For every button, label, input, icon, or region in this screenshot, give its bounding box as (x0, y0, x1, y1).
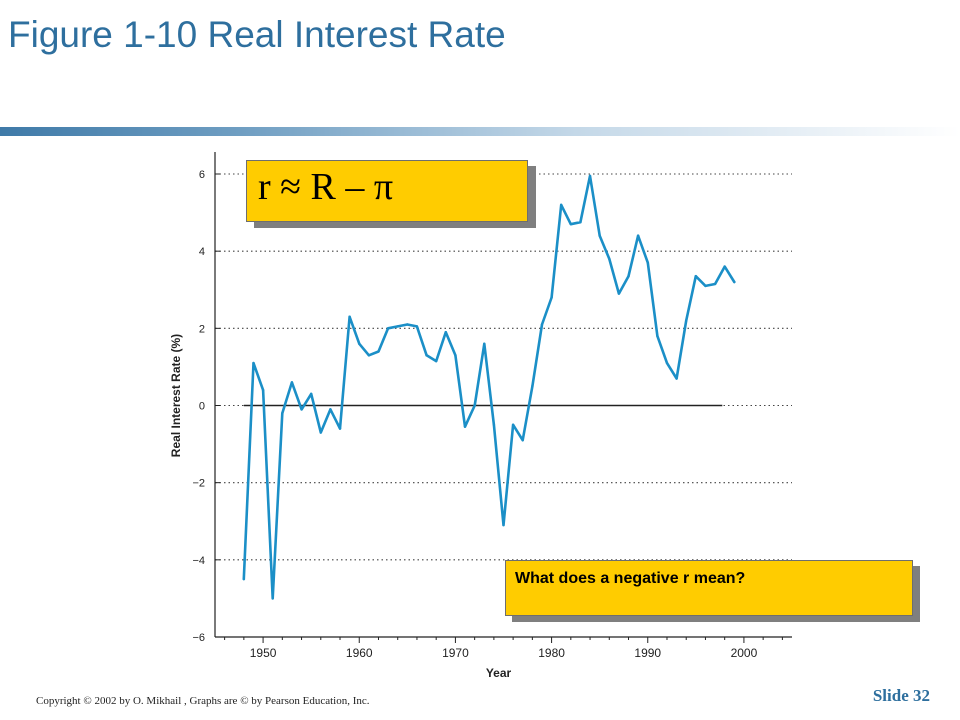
data-point (540, 323, 544, 326)
tick-labels: 6 4 2 0 −2 −4 −6 1950 1960 1970 1980 1990 2000 Year Re… (169, 169, 758, 680)
x-tick-label: 1970 (442, 646, 469, 660)
slide-number: Slide 32 (872, 686, 930, 705)
x-tick-label: 1950 (250, 646, 277, 660)
data-point (406, 323, 409, 326)
question-callout: What does a negative r mean? (505, 560, 913, 616)
axes (214, 152, 792, 643)
data-point (723, 265, 726, 268)
x-tick-label: 1990 (634, 646, 661, 660)
series (242, 174, 736, 600)
data-point (685, 319, 688, 322)
data-point (444, 330, 447, 334)
data-point (454, 354, 457, 357)
data-point (377, 350, 380, 353)
data-point (434, 359, 438, 363)
y-tick-label: −6 (192, 632, 205, 644)
data-point (261, 388, 265, 392)
data-point (588, 174, 592, 178)
data-point (242, 577, 246, 581)
data-point (358, 342, 361, 345)
y-tick-label: −4 (192, 555, 205, 567)
data-point (396, 325, 399, 328)
x-axis-label: Year (486, 666, 512, 680)
data-point (598, 234, 601, 237)
data-point (694, 275, 698, 278)
data-point (608, 257, 611, 261)
data-point (329, 408, 332, 411)
data-point (483, 342, 486, 345)
data-point (665, 361, 669, 365)
data-point (463, 425, 467, 428)
data-point (713, 282, 717, 286)
x-tick-label: 1980 (538, 646, 565, 660)
data-point (338, 427, 342, 430)
x-tick-label: 2000 (731, 646, 758, 660)
data-point (646, 261, 649, 264)
data-point (425, 354, 428, 357)
data-point (473, 404, 476, 407)
data-point (348, 315, 351, 318)
formula-callout: r ≈ R – π (246, 160, 528, 222)
data-point (579, 221, 582, 224)
title-divider (0, 127, 960, 136)
data-point (319, 431, 322, 434)
data-point (569, 222, 573, 226)
data-point (367, 354, 371, 357)
question-text: What does a negative r mean? (515, 570, 746, 587)
data-point (733, 280, 736, 284)
y-tick-label: 6 (199, 169, 205, 181)
data-point (386, 327, 390, 330)
data-point (656, 334, 659, 338)
y-tick-label: −2 (192, 478, 205, 490)
copyright-notice: Copyright © 2002 by O. Mikhail , Graphs … (36, 695, 370, 707)
formula-text: r ≈ R – π (258, 166, 394, 208)
y-tick-label: 4 (199, 246, 205, 258)
y-tick-label: 2 (199, 323, 205, 335)
data-point (550, 296, 553, 299)
data-point (627, 275, 630, 278)
x-tick-label: 1960 (346, 646, 373, 660)
data-point (617, 292, 621, 295)
data-point (704, 284, 707, 288)
data-point (271, 597, 274, 600)
data-point (252, 361, 255, 365)
data-point (300, 408, 303, 411)
y-axis-label: Real Interest Rate (%) (169, 334, 183, 457)
data-point (309, 392, 313, 396)
data-point (415, 325, 419, 328)
data-point (492, 423, 496, 426)
y-tick-label: 0 (199, 401, 205, 413)
data-point (531, 385, 534, 388)
data-point (502, 523, 505, 527)
data-point (290, 381, 294, 384)
series-line-real-interest-rate (242, 174, 736, 600)
data-point (675, 377, 678, 380)
data-point (521, 439, 524, 442)
data-point (281, 412, 284, 415)
slide-title: Figure 1-10 Real Interest Rate (8, 14, 506, 55)
data-point (560, 203, 563, 207)
data-point (511, 423, 515, 426)
data-point (636, 234, 640, 237)
grid-lines (215, 173, 792, 561)
